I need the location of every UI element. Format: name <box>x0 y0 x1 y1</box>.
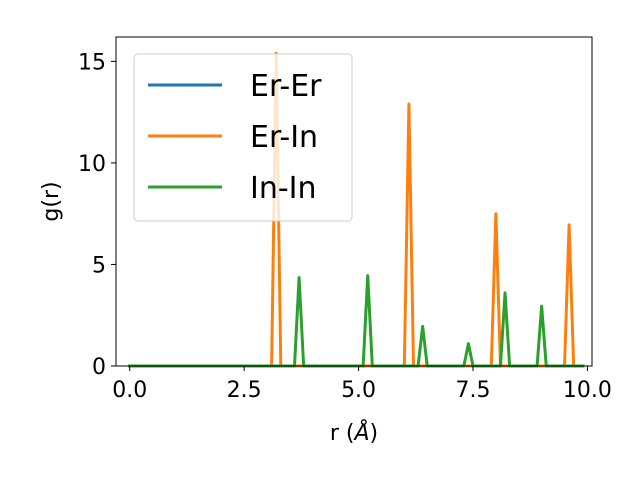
y-axis-ticks: 0 5 10 15 <box>78 50 116 380</box>
y-tick-label: 15 <box>78 50 106 75</box>
x-tick-label: 2.5 <box>227 378 262 403</box>
x-axis-label-text: r ( <box>330 421 355 446</box>
x-tick-label: 7.5 <box>456 378 491 403</box>
legend: Er-Er Er-In In-In <box>133 53 353 222</box>
legend-box <box>133 53 353 222</box>
x-axis-ticks: 0.0 2.5 5.0 7.5 10.0 <box>112 366 612 403</box>
y-tick-label: 10 <box>78 152 106 177</box>
x-axis-label: r (Å) <box>330 419 378 446</box>
legend-label-er-er: Er-Er <box>250 69 322 104</box>
x-tick-label: 0.0 <box>112 378 147 403</box>
y-tick-label: 5 <box>92 253 106 278</box>
legend-label-er-in: Er-In <box>250 120 318 155</box>
y-tick-label: 0 <box>92 355 106 380</box>
legend-label-in-in: In-In <box>250 171 317 206</box>
plot-frame <box>115 36 593 367</box>
x-tick-label: 10.0 <box>563 378 612 403</box>
x-axis-label-close: ) <box>370 421 379 446</box>
x-axis-label-unit: Å <box>352 419 369 446</box>
y-axis-label: g(r) <box>39 181 64 221</box>
x-tick-label: 5.0 <box>341 378 376 403</box>
